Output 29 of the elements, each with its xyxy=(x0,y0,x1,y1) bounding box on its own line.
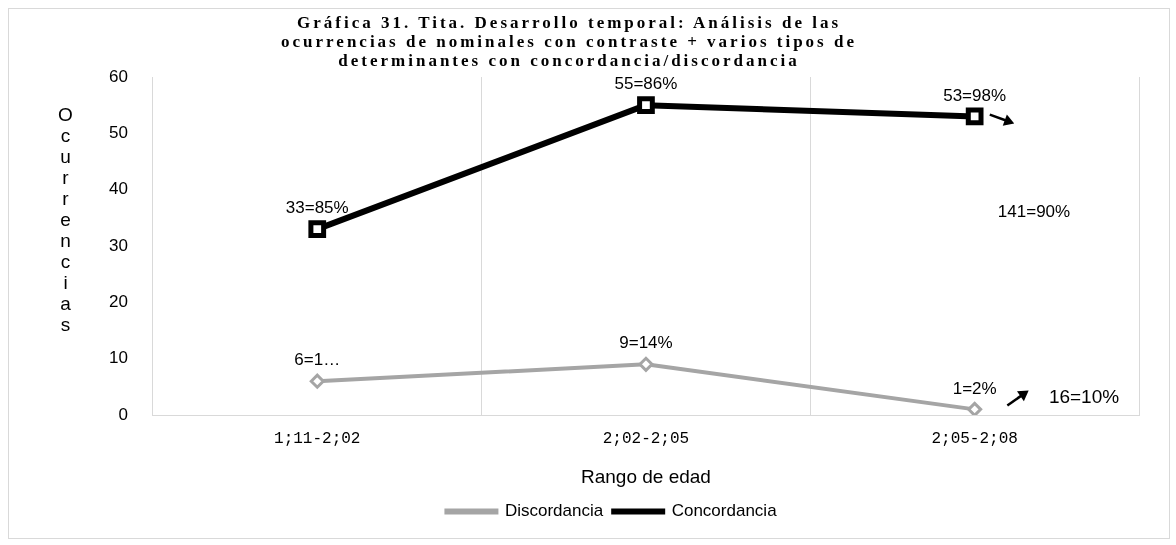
chart-title: Gráfica 31. Tita. Desarrollo temporal: Análisis de las ocurrencias de nominales con contraste + varios tipos de determinantes con concordancia/discordancia xyxy=(281,12,857,70)
annotation: 141=90% xyxy=(997,201,1071,221)
y-tick-label: 20 xyxy=(108,292,128,312)
y-tick-label: 60 xyxy=(108,66,128,86)
data-label: 6=1… xyxy=(294,350,341,370)
y-tick-label: 40 xyxy=(108,179,128,199)
y-axis-title: Ocurrencias xyxy=(54,104,77,335)
data-label: 33=85% xyxy=(285,198,349,218)
point xyxy=(309,373,325,389)
data-label: 1=2% xyxy=(952,378,997,398)
y-tick-label: 10 xyxy=(108,348,128,368)
x-tick-label: 2;02-2;05 xyxy=(602,429,690,448)
y-tick-label: 50 xyxy=(108,123,128,143)
data-label: 9=14% xyxy=(619,333,673,353)
point xyxy=(638,356,654,372)
x-tick-label: 1;11-2;02 xyxy=(274,429,361,448)
legend-label: Concordancia xyxy=(671,501,778,521)
x-tick-label: 2;05-2;08 xyxy=(931,429,1018,448)
y-tick-label: 30 xyxy=(108,235,128,255)
point xyxy=(308,220,327,238)
annotation: 16=10% xyxy=(1048,386,1120,408)
y-tick-label: 0 xyxy=(118,404,128,424)
legend-label: Discordancia xyxy=(504,501,604,521)
point xyxy=(637,96,655,115)
data-label: 55=86% xyxy=(614,74,678,94)
data-label: 53=98% xyxy=(943,85,1007,105)
x-axis-title: Rango de edad xyxy=(580,465,711,487)
point xyxy=(965,107,984,126)
point xyxy=(967,401,983,415)
